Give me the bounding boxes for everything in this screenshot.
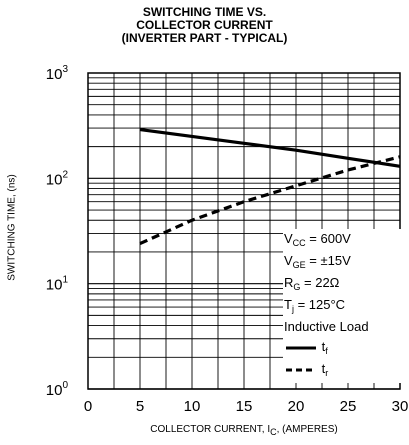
y-tick-label: 103: [46, 64, 69, 83]
condition-vge: VGE = ±15V: [284, 253, 351, 270]
x-axis-label-prefix: COLLECTOR CURRENT, I: [150, 424, 271, 435]
legend-swatch-tf: [286, 346, 316, 350]
legend-box: VCC = 600V VGE = ±15V RG = 22Ω Tj = 125°…: [283, 229, 402, 383]
chart-title-line-3: (INVERTER PART - TYPICAL): [121, 31, 288, 45]
x-tick-label: 25: [340, 398, 357, 415]
x-tick-label: 5: [136, 398, 144, 415]
y-tick-label: 102: [46, 169, 69, 188]
y-tick-label: 100: [46, 380, 69, 399]
x-axis-label: COLLECTOR CURRENT, IC, (AMPERES): [88, 424, 400, 437]
chart-title-line-1: SWITCHING TIME VS.: [142, 5, 267, 19]
x-tick-label: 0: [84, 398, 92, 415]
x-tick-label: 15: [236, 398, 253, 415]
condition-load: Inductive Load: [284, 319, 369, 334]
x-tick-label: 30: [392, 398, 409, 415]
x-tick-label: 10: [184, 398, 201, 415]
y-tick-label: 101: [46, 275, 69, 294]
x-axis-label-subscript: C: [270, 427, 277, 437]
condition-rg: RG = 22Ω: [284, 275, 340, 292]
x-axis-label-suffix: , (AMPERES): [276, 424, 338, 435]
series-line-tf: [139, 128, 401, 168]
y-axis-label: SWITCHING TIME, (ns): [6, 174, 18, 281]
legend-entry-tf: tf: [284, 338, 401, 360]
legend-swatch-tr: [286, 368, 316, 372]
legend-entry-tr: tr: [284, 360, 401, 382]
x-tick-label: 20: [288, 398, 305, 415]
condition-vcc: VCC = 600V: [284, 231, 351, 248]
chart-title-line-2: COLLECTOR CURRENT: [136, 18, 273, 32]
condition-tj: Tj = 125°C: [284, 297, 346, 314]
